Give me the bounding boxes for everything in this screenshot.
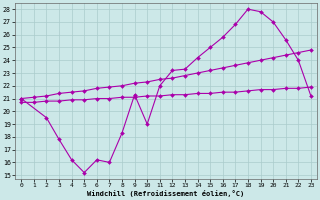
X-axis label: Windchill (Refroidissement éolien,°C): Windchill (Refroidissement éolien,°C) <box>87 190 245 197</box>
